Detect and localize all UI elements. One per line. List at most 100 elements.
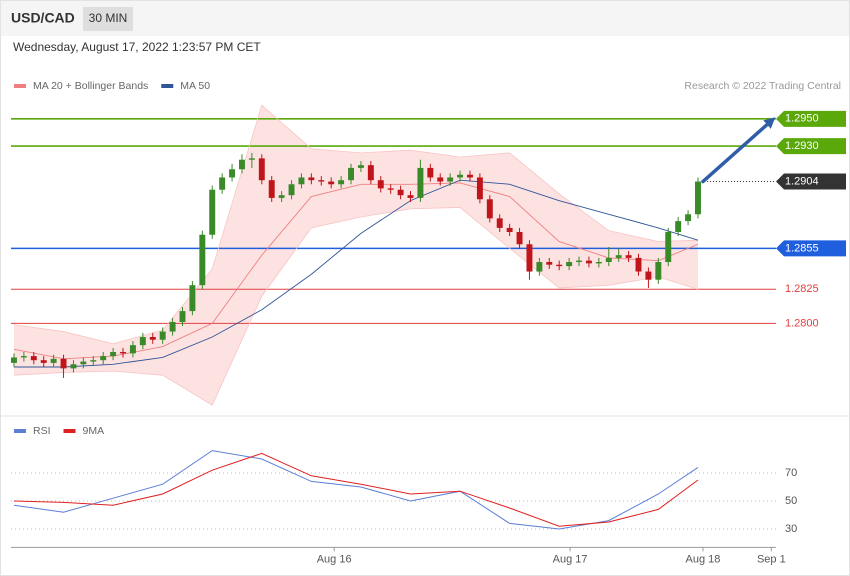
candle-body xyxy=(615,255,622,258)
candle-body xyxy=(20,356,27,358)
legend-label: MA 50 xyxy=(180,80,210,92)
level-label: 1.2930 xyxy=(785,140,819,152)
candle-body xyxy=(457,174,464,178)
candle-body xyxy=(348,167,354,181)
candle-body xyxy=(258,158,265,181)
candle-body xyxy=(100,356,107,361)
legend-swatch xyxy=(14,84,26,88)
candle-body xyxy=(595,262,602,264)
candle-body xyxy=(357,165,364,168)
x-tick-label: Aug 17 xyxy=(553,553,588,565)
candle-body xyxy=(328,181,335,185)
candle-body xyxy=(467,174,473,178)
bollinger-lower xyxy=(13,207,699,406)
candle-body xyxy=(486,199,493,219)
candle-body xyxy=(70,364,77,369)
bollinger-band xyxy=(13,105,698,406)
candle-body xyxy=(506,227,513,232)
candle-body xyxy=(159,331,166,340)
candle-body xyxy=(60,358,67,369)
candle-body xyxy=(199,234,206,286)
candle-body xyxy=(546,262,553,265)
legend-swatch xyxy=(161,84,174,88)
candle-body xyxy=(209,189,216,235)
candle-body xyxy=(50,358,57,363)
candle-body xyxy=(248,158,255,160)
candle-body xyxy=(605,257,612,262)
candle-body xyxy=(90,360,97,362)
candle-body xyxy=(239,159,245,170)
candle-body xyxy=(566,262,573,267)
moving-average xyxy=(13,179,699,368)
level-label: 1.2825 xyxy=(785,283,819,295)
legend-label: 9MA xyxy=(83,425,105,437)
candle-body xyxy=(556,264,563,267)
y-tick-label: 30 xyxy=(785,523,797,535)
projection-arrow xyxy=(701,117,776,184)
candle-body xyxy=(665,232,672,262)
candle-body xyxy=(40,360,47,363)
y-tick-label: 50 xyxy=(785,495,797,507)
level-tag xyxy=(776,173,846,190)
candle-body xyxy=(338,180,345,185)
candle-body xyxy=(139,337,146,346)
candle-body xyxy=(129,345,136,354)
candle-body xyxy=(536,262,543,272)
level-label: 1.2800 xyxy=(785,317,819,329)
candle-body xyxy=(189,285,196,312)
level-tag xyxy=(776,138,846,155)
level-tag xyxy=(776,110,846,127)
symbol-title: USD/CAD xyxy=(11,10,75,26)
x-tick-label: Sep 1 xyxy=(757,553,786,565)
candle-body xyxy=(219,177,226,190)
legend-swatch xyxy=(63,429,76,433)
y-tick-label: 70 xyxy=(785,467,797,479)
level-label: 1.2904 xyxy=(785,175,819,187)
candle-body xyxy=(635,257,642,272)
candle-body xyxy=(268,180,275,198)
candle-body xyxy=(120,352,126,354)
candle-body xyxy=(585,260,592,264)
credit: Research © 2022 Trading Central xyxy=(684,80,841,92)
series-line xyxy=(13,452,699,527)
date: Wednesday, August 17, 2022 1:23:57 PM CE… xyxy=(13,40,261,54)
moving-average xyxy=(13,182,699,360)
candle-body xyxy=(169,322,176,332)
x-tick-label: Aug 18 xyxy=(686,553,721,565)
candle-body xyxy=(179,311,186,322)
candle-body xyxy=(496,218,503,228)
interval-label[interactable]: 30 MIN xyxy=(89,11,128,25)
candle-body xyxy=(30,356,37,361)
candle-body xyxy=(110,352,117,357)
level-label: 1.2950 xyxy=(785,113,819,125)
candle-body xyxy=(417,167,424,198)
bollinger-upper xyxy=(13,104,698,345)
level-label: 1.2855 xyxy=(785,242,819,254)
candle-body xyxy=(407,195,414,198)
candle-body xyxy=(645,271,652,280)
candle-body xyxy=(367,165,374,181)
candle-body xyxy=(278,195,285,198)
candle-body xyxy=(516,232,523,245)
candle-body xyxy=(397,189,404,196)
interval-button[interactable] xyxy=(83,7,133,31)
candle-body xyxy=(685,214,692,222)
candle-body xyxy=(576,260,582,262)
candle-body xyxy=(526,244,533,272)
candle-body xyxy=(447,177,454,182)
legend-label: MA 20 + Bollinger Bands xyxy=(33,80,148,92)
candle-body xyxy=(437,177,444,182)
candle-body xyxy=(625,255,632,258)
candle-body xyxy=(377,180,384,189)
candle-body xyxy=(149,337,156,340)
level-tag xyxy=(776,240,846,257)
candle-body xyxy=(318,180,325,182)
candle-body xyxy=(80,361,87,365)
candle-body xyxy=(229,169,236,178)
candle-body xyxy=(288,184,295,196)
header-bar xyxy=(1,1,849,36)
candle-body xyxy=(427,167,434,178)
x-tick-label: Aug 16 xyxy=(317,553,352,565)
